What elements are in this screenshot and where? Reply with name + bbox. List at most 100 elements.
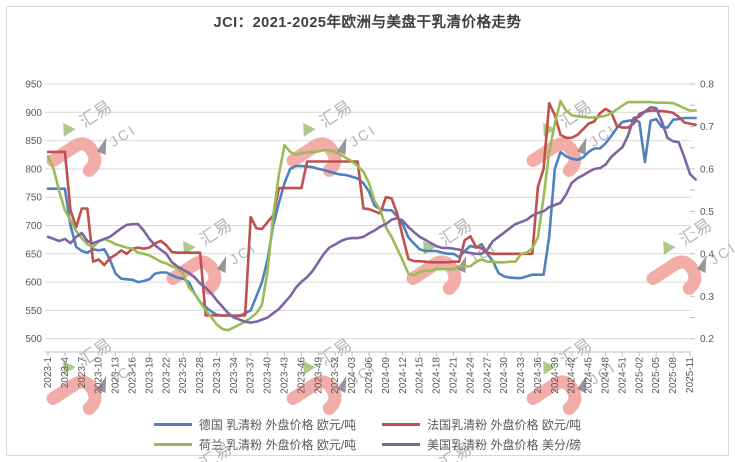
watermark-text-en: JCI [347,121,380,150]
x-axis-tick-label: 2024-51 [617,357,628,394]
x-axis-tick-label: 2024-06 [364,357,375,394]
legend-item-netherlands[interactable]: 荷兰 乳清粉 外盘价格 欧元/吨 [153,436,357,453]
y-axis-tick-right: 0.8 [700,80,714,91]
x-axis-tick-label: 2023-37 [246,357,257,394]
x-axis-tick-label: 2023-25 [178,357,189,394]
x-axis-tick-label: 2024-24 [465,357,476,394]
x-axis-tick-label: 2024-09 [381,357,392,394]
x-axis-tick-label: 2023-10 [94,357,105,394]
x-axis-tick-label: 2023-1 [43,357,54,389]
x-axis-tick-label: 2024-36 [533,357,544,394]
x-axis-tick-label: 2023-7 [77,357,88,389]
legend-swatch-netherlands [153,443,192,446]
watermark-text-en: JCI [227,239,260,268]
x-axis-tick-label: 2024-03 [347,357,358,394]
x-axis-tick-label: 2024-33 [516,357,527,394]
watermark-j-icon [646,255,702,295]
y-axis-tick-left: 550 [25,306,42,317]
watermark-text-cn: 汇易 [316,97,355,131]
x-axis-tick-label: 2024-42 [567,357,578,394]
watermark-arrow-icon [576,375,587,394]
watermark-triangle-icon [543,360,556,375]
x-axis-tick-label: 2023-16 [128,357,139,394]
legend-swatch-germany [153,423,192,426]
legend-label-france: 法国乳清粉 外盘价格 欧元/吨 [427,418,582,432]
x-axis-tick-label: 2023-34 [229,357,240,394]
x-axis-tick-label: 2023-43 [280,357,291,394]
watermark-triangle-icon [63,122,76,137]
watermark-j-icon [46,375,102,415]
watermark-triangle-icon [303,360,316,375]
x-axis-tick-label: 2024-39 [550,357,561,394]
legend-item-usa[interactable]: 美国乳清粉 外盘价格 美分/磅 [382,436,581,453]
legend-swatch-france [382,423,421,426]
legend: 德国 乳清粉 外盘价格 欧元/吨 法国乳清粉 外盘价格 欧元/吨荷兰 乳清粉 外盘… [0,416,735,453]
watermark-text-cn: 汇易 [76,97,115,131]
x-axis-tick-label: 2025-02 [634,357,645,394]
watermark-triangle-icon [663,240,676,255]
x-axis-tick-label: 2024-45 [584,357,595,394]
y-axis-tick-left: 600 [25,278,42,289]
watermark-j-icon [526,375,582,415]
y-axis-tick-right: 0.2 [700,334,714,345]
legend-item-germany[interactable]: 德国 乳清粉 外盘价格 欧元/吨 [153,416,357,433]
y-axis-tick-right: 0.6 [700,164,714,175]
x-axis-tick-label: 2023-31 [212,357,223,394]
legend-label-germany: 德国 乳清粉 外盘价格 欧元/吨 [198,418,357,432]
x-axis-tick-label: 2024-27 [482,357,493,394]
y-axis-tick-right: 0.4 [700,249,714,260]
series-line-netherlands [46,99,697,332]
legend-label-usa: 美国乳清粉 外盘价格 美分/磅 [427,438,582,452]
watermark-text-cn: 汇易 [676,215,715,249]
watermark-arrow-icon [576,137,587,156]
x-axis-tick-label: 2024-30 [499,357,510,394]
watermark-arrow-icon [336,137,347,156]
legend-swatch-usa [382,443,421,446]
x-axis-tick-label: 2023-28 [195,357,206,394]
x-axis-tick-label: 2024-15 [415,357,426,394]
y-axis-tick-left: 750 [25,193,42,204]
y-axis-tick-left: 950 [25,80,42,91]
x-axis-tick-label: 2024-48 [601,357,612,394]
y-axis-tick-left: 700 [25,221,42,232]
series-line-germany [46,116,697,318]
x-axis-tick-label: 2025-08 [668,357,679,394]
watermark-j-icon [166,255,222,295]
x-axis-tick-label: 2025-05 [651,357,662,394]
x-axis-tick-label: 2023-13 [111,357,122,394]
x-axis-tick-label: 2023-22 [161,357,172,394]
y-axis-tick-left: 900 [25,108,42,119]
watermark-j-icon [286,375,342,415]
watermark-arrow-icon [456,255,467,274]
x-axis-tick-label: 2025-11 [685,357,696,393]
x-axis-tick-label: 2023-19 [144,357,155,394]
series-line-usa [46,106,697,324]
watermark-arrow-icon [216,255,227,274]
x-axis-tick-label: 2023-52 [330,357,341,394]
chart-title: JCI：2021-2025年欧洲与美盘干乳清价格走势 [213,15,522,31]
y-axis-tick-right: 0.7 [700,122,714,133]
y-axis-tick-left: 650 [25,249,42,260]
y-axis-tick-left: 500 [25,334,42,345]
x-axis-tick-label: 2024-18 [432,357,443,394]
y-axis-tick-right: 0.3 [700,292,714,303]
x-axis-tick-label: 2023-4 [60,357,71,389]
watermark-arrow-icon [336,375,347,394]
watermark-triangle-icon [303,122,316,137]
legend-label-netherlands: 荷兰 乳清粉 外盘价格 欧元/吨 [198,438,357,452]
watermark-arrow-icon [96,137,107,156]
watermark-text-cn: 汇易 [196,215,235,249]
x-axis-tick-label: 2024-12 [398,357,409,394]
watermark-j-icon [46,137,102,177]
watermark-text-cn: 汇易 [436,215,475,249]
legend-item-france[interactable]: 法国乳清粉 外盘价格 欧元/吨 [382,416,581,433]
watermark-j-icon [526,137,582,177]
x-axis-tick-label: 2023-46 [296,357,307,394]
series-line-france [46,101,697,317]
